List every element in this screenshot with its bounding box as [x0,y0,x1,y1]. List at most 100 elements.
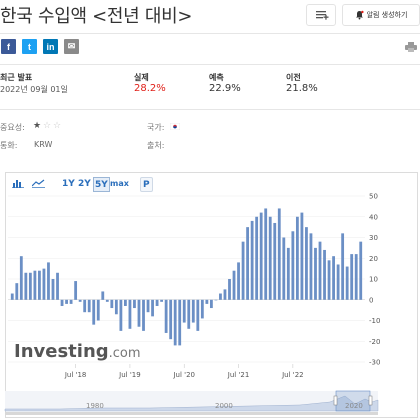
range-1y-button[interactable]: 1Y [62,178,75,189]
bar[interactable] [305,227,308,300]
bar[interactable] [173,299,177,346]
bar[interactable] [15,283,19,300]
bar[interactable] [114,299,118,315]
range-2y-button[interactable]: 2Y [78,178,91,189]
bar[interactable] [336,264,340,300]
bar[interactable] [345,266,349,300]
bar[interactable] [33,270,37,300]
bar[interactable] [65,299,68,304]
bar[interactable] [341,233,345,300]
linkedin-icon: in [46,41,55,52]
twitter-share-button[interactable]: t [22,39,37,54]
bar[interactable] [92,299,96,325]
bar[interactable] [87,299,91,313]
bar[interactable] [42,268,46,300]
bar[interactable] [291,231,295,300]
navigator-left-handle[interactable] [333,395,338,406]
bar[interactable] [187,299,191,329]
bar[interactable] [169,299,173,340]
bar[interactable] [142,299,145,331]
bar[interactable] [96,299,100,321]
bar[interactable] [246,227,249,300]
bar[interactable] [250,220,254,300]
bar[interactable] [286,247,290,300]
bar[interactable] [237,262,240,300]
bar[interactable] [164,299,168,333]
add-to-portfolio-button[interactable] [306,4,336,26]
bar[interactable] [60,299,64,306]
printer-icon[interactable] [405,42,417,52]
email-icon: ✉ [67,41,76,51]
bar[interactable] [255,216,259,300]
bar[interactable] [105,299,109,302]
facebook-share-button[interactable]: f [1,39,16,54]
bar[interactable] [200,299,204,319]
bar[interactable] [137,299,141,327]
bar[interactable] [110,299,114,309]
bar[interactable] [295,216,299,300]
bar[interactable] [155,299,159,306]
bar[interactable] [124,299,127,306]
bar[interactable] [160,299,164,302]
bar[interactable] [282,237,286,300]
bar[interactable] [28,272,32,300]
bar[interactable] [10,293,14,300]
navigator-right-handle[interactable] [368,395,373,406]
email-share-button[interactable]: ✉ [64,39,79,54]
bar[interactable] [83,299,87,313]
bar[interactable] [56,272,59,300]
bar[interactable] [151,299,154,317]
range-max-button[interactable]: max [110,179,129,188]
bar[interactable] [323,249,326,300]
bar[interactable] [264,208,268,300]
bar[interactable] [182,299,186,323]
bar[interactable] [228,279,231,300]
bar[interactable] [78,299,82,302]
bar[interactable] [128,299,132,329]
bar[interactable] [178,299,182,346]
bar[interactable] [314,247,317,300]
bar[interactable] [38,270,41,300]
bar[interactable] [318,241,322,300]
bar-chart-icon[interactable] [12,178,24,188]
bar[interactable] [273,222,277,300]
bar[interactable] [205,299,209,304]
create-alert-button[interactable]: 알림 생성하기 [342,4,420,26]
bar[interactable] [223,289,227,300]
y-tick-label: 30 [369,234,378,242]
y-tick-label: 50 [369,193,378,201]
bar[interactable] [300,212,304,300]
linkedin-share-button[interactable]: in [43,39,58,54]
bar[interactable] [232,270,236,300]
bar[interactable] [327,260,331,300]
bar[interactable] [309,233,313,300]
bar[interactable] [268,216,272,300]
bar[interactable] [146,299,150,313]
bar[interactable] [191,299,195,323]
bar[interactable] [259,212,263,300]
bar[interactable] [119,299,123,331]
bar[interactable] [219,293,222,300]
p-button[interactable]: P [140,177,153,192]
bar[interactable] [354,254,358,300]
bar[interactable] [51,279,55,300]
bar[interactable] [47,262,50,300]
bar[interactable] [359,241,363,300]
bar[interactable] [133,299,136,309]
bar[interactable] [69,299,73,304]
bar[interactable] [332,256,335,300]
bar[interactable] [74,281,78,300]
bar[interactable] [19,256,23,300]
bar[interactable] [24,272,28,300]
bar[interactable] [101,291,105,300]
bar[interactable] [196,299,200,331]
y-tick-label: 10 [369,276,378,284]
bar[interactable] [350,254,354,300]
bar[interactable] [241,241,245,300]
bar[interactable] [209,299,213,309]
bar[interactable] [277,208,281,300]
range-5y-button[interactable]: 5Y [93,177,110,192]
area-chart-icon[interactable] [32,178,45,188]
bell-icon [355,10,364,20]
bar[interactable] [214,299,218,301]
